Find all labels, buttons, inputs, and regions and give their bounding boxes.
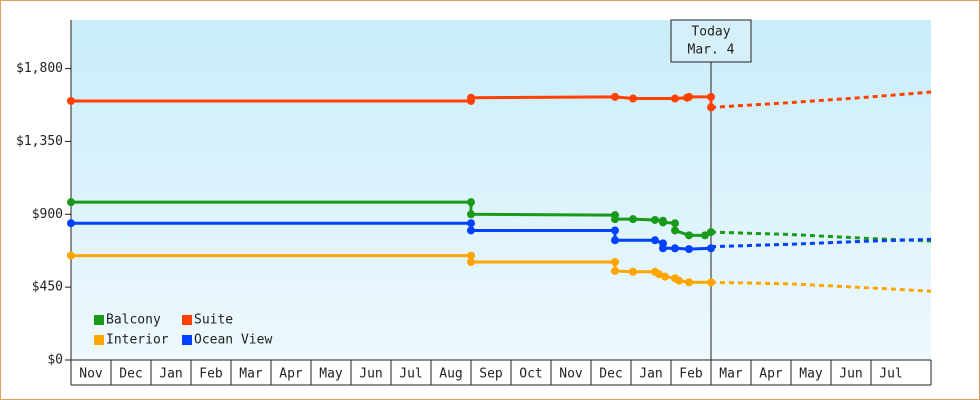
y-tick-label: $1,350 (16, 134, 63, 149)
x-tick-label: Mar (719, 367, 743, 382)
y-tick-label: $900 (32, 207, 63, 222)
x-tick-label: Mar (239, 367, 263, 382)
legend-label: Balcony (106, 313, 161, 328)
today-box (670, 19, 752, 63)
price-point (671, 219, 679, 228)
price-point (685, 245, 693, 254)
price-point (685, 278, 693, 287)
price-point (611, 215, 619, 224)
price-point (671, 94, 679, 103)
price-point (467, 226, 475, 235)
price-point (611, 226, 619, 235)
price-point (707, 103, 715, 112)
price-point (611, 258, 619, 267)
legend-swatch (94, 315, 104, 325)
x-tick-label: Feb (679, 367, 703, 382)
price-point (685, 231, 693, 240)
y-tick-label: $0 (47, 353, 63, 368)
price-point (467, 219, 475, 228)
x-tick-label: May (799, 367, 823, 382)
price-point (707, 92, 715, 101)
price-point (671, 244, 679, 253)
price-point (611, 92, 619, 101)
x-tick-label: Dec (119, 367, 142, 382)
x-tick-label: Dec (599, 367, 622, 382)
price-point (675, 276, 683, 285)
legend-label: Interior (106, 333, 169, 348)
price-point (611, 236, 619, 245)
price-point (629, 267, 637, 276)
x-tick-label: Jan (639, 367, 662, 382)
x-tick-label: Apr (279, 367, 303, 382)
price-point (67, 96, 75, 105)
x-tick-label: Jul (879, 367, 902, 382)
price-point (467, 251, 475, 260)
price-point (629, 94, 637, 103)
y-tick-label: $1,800 (16, 61, 63, 76)
x-tick-label: Nov (79, 367, 103, 382)
price-point (467, 93, 475, 102)
price-point (671, 226, 679, 235)
price-point (659, 244, 667, 253)
legend-swatch (182, 315, 192, 325)
price-point (467, 198, 475, 207)
price-point (655, 270, 663, 279)
projection-line (710, 280, 932, 293)
price-point (661, 272, 669, 281)
x-tick-label: Sep (479, 367, 503, 382)
x-tick-label: Nov (559, 367, 583, 382)
y-tick-label: $450 (32, 280, 63, 295)
x-tick-label: Apr (759, 367, 783, 382)
price-point (611, 266, 619, 275)
legend-label: Ocean View (194, 333, 272, 348)
price-point (707, 278, 715, 287)
today-label: Today (691, 25, 730, 40)
price-point (651, 215, 659, 224)
price-point (651, 236, 659, 245)
today-label: Mar. 4 (688, 43, 735, 58)
x-tick-label: Oct (519, 367, 542, 382)
projection-line (710, 237, 932, 249)
price-point (67, 219, 75, 228)
price-point (467, 210, 475, 219)
price-point (707, 228, 715, 237)
price-point (67, 198, 75, 207)
legend-swatch (182, 335, 192, 345)
price-point (685, 92, 693, 101)
x-tick-label: Aug (439, 367, 462, 382)
legend-swatch (94, 335, 104, 345)
x-tick-label: Jun (839, 367, 862, 382)
plot-area (71, 20, 931, 360)
price-point (629, 215, 637, 224)
price-point (707, 244, 715, 253)
price-point (467, 258, 475, 267)
x-tick-label: Jan (159, 367, 182, 382)
price-point (701, 231, 709, 240)
projection-line (710, 90, 932, 109)
price-point (67, 251, 75, 260)
x-tick-label: May (319, 367, 343, 382)
legend-label: Suite (194, 313, 233, 328)
price-point (659, 218, 667, 227)
x-tick-label: Jul (399, 367, 422, 382)
x-tick-label: Jun (359, 367, 382, 382)
x-tick-label: Feb (199, 367, 223, 382)
